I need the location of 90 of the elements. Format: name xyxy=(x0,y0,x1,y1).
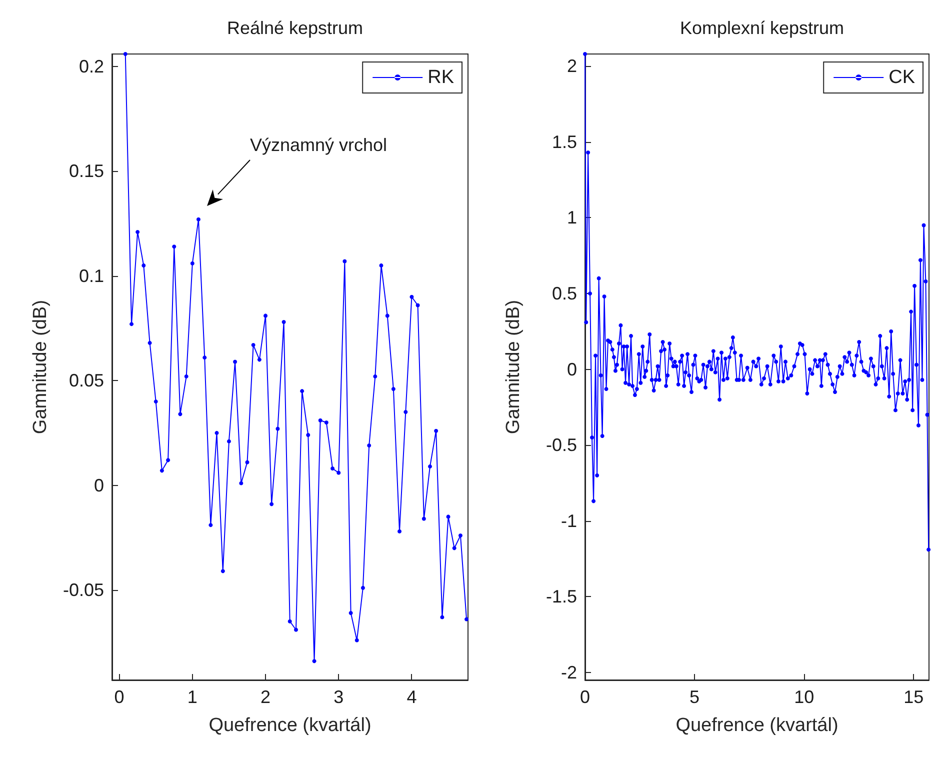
y-tick-label: -2 xyxy=(560,662,577,682)
chart-title: Reálné kepstrum xyxy=(226,18,364,38)
x-tick-label: 4 xyxy=(406,687,417,707)
point xyxy=(360,586,365,590)
point xyxy=(178,412,182,416)
y-tick-label: 0 xyxy=(566,359,577,380)
point xyxy=(348,611,353,615)
y-tick-label: -1 xyxy=(560,510,577,531)
point xyxy=(276,426,280,431)
point xyxy=(410,294,414,299)
point xyxy=(336,470,341,475)
point xyxy=(148,340,152,345)
point xyxy=(270,502,274,506)
y-tick-label: 1.5 xyxy=(552,132,577,152)
point xyxy=(391,386,396,391)
y-tick-label: -0.5 xyxy=(546,435,577,456)
y-tick-label: 1 xyxy=(566,208,577,228)
point xyxy=(264,314,268,318)
point xyxy=(422,516,426,521)
annotation: Významný vrchol xyxy=(250,135,388,155)
x-tick-label: 0 xyxy=(580,687,590,707)
point xyxy=(300,389,304,394)
point xyxy=(294,628,298,632)
point xyxy=(282,320,286,324)
legend-label: RK xyxy=(428,67,454,88)
point xyxy=(367,444,372,448)
y-axis-title: Gamnitude (dB) xyxy=(503,300,524,434)
point xyxy=(312,659,316,664)
point xyxy=(142,263,146,268)
point xyxy=(136,230,140,234)
x-tick-label: 5 xyxy=(690,687,700,707)
x-tick-label: 3 xyxy=(334,687,344,707)
point xyxy=(440,615,444,620)
point xyxy=(251,343,256,348)
point xyxy=(208,523,213,528)
legend-label: CK xyxy=(888,67,916,88)
point xyxy=(154,400,158,404)
point xyxy=(452,546,456,550)
chart-title: Komplexní kepstrum xyxy=(680,18,844,38)
y-tick-label: -1.5 xyxy=(546,586,577,607)
point xyxy=(233,360,238,364)
x-tick-label: 10 xyxy=(794,687,814,707)
point xyxy=(226,439,231,444)
point xyxy=(214,430,219,435)
y-tick-label: 0.2 xyxy=(78,56,104,77)
point xyxy=(190,261,194,266)
point xyxy=(446,514,450,519)
x-tick-label: 0 xyxy=(114,687,124,707)
point xyxy=(373,374,378,378)
y-tick-label: 0.15 xyxy=(68,161,104,182)
point xyxy=(385,314,390,318)
point xyxy=(416,303,420,308)
point xyxy=(324,420,328,424)
y-axis-title: Gamnitude (dB) xyxy=(30,300,51,434)
point xyxy=(123,52,128,56)
point xyxy=(434,428,438,433)
x-tick-label: 15 xyxy=(904,687,924,707)
y-tick-label: 0.5 xyxy=(552,283,577,304)
point xyxy=(196,217,200,222)
x-tick-label: 2 xyxy=(260,687,271,707)
x-axis-title: Quefrence (kvartál) xyxy=(676,715,838,736)
point xyxy=(404,410,408,414)
point xyxy=(130,322,134,326)
point xyxy=(318,418,322,422)
point xyxy=(166,458,170,462)
point xyxy=(306,433,310,438)
point xyxy=(202,356,207,360)
point xyxy=(239,481,244,486)
point xyxy=(330,466,335,471)
point xyxy=(379,263,384,268)
y-tick-label: 0.05 xyxy=(68,370,104,391)
x-tick-label: 1 xyxy=(187,687,198,707)
y-tick-label: -0.05 xyxy=(62,580,104,600)
point xyxy=(398,529,402,534)
y-tick-label: 0.1 xyxy=(78,266,104,286)
y-tick-label: 0 xyxy=(94,475,104,496)
x-axis-title: Quefrence (kvartál) xyxy=(208,715,372,736)
point xyxy=(464,617,469,622)
point xyxy=(184,374,188,378)
point xyxy=(160,468,164,473)
y-tick-label: 2 xyxy=(566,56,577,76)
point xyxy=(220,569,225,574)
point xyxy=(245,460,250,464)
point xyxy=(172,244,176,249)
point xyxy=(458,534,462,538)
point xyxy=(257,358,262,362)
point xyxy=(354,638,359,642)
point xyxy=(342,259,347,264)
point xyxy=(428,464,432,468)
point xyxy=(288,619,292,624)
